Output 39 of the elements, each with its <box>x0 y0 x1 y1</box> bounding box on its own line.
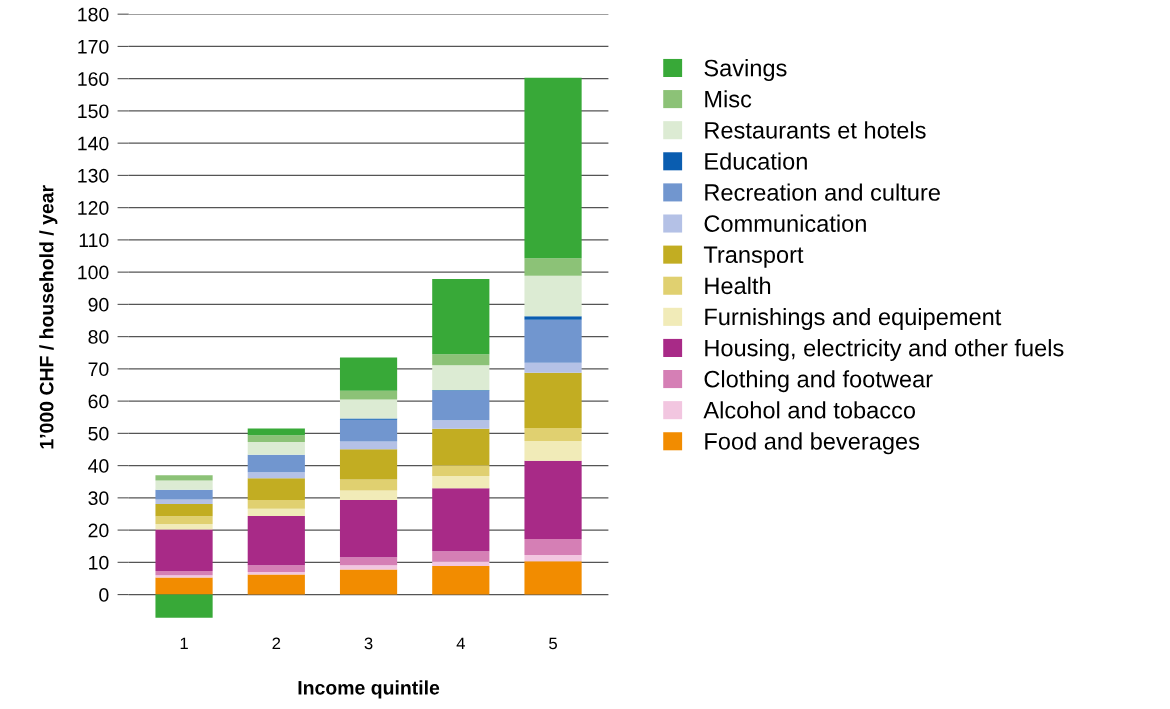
legend-label: Transport <box>703 246 804 268</box>
legend-label: Recreation and culture <box>705 183 940 201</box>
x-tick-label: 2 <box>272 637 281 650</box>
legend-label: Food and beverages <box>705 432 920 455</box>
y-tick-label: 170 <box>78 39 109 54</box>
x-tick-label: 4 <box>456 637 465 650</box>
y-tick-label: 0 <box>99 588 109 602</box>
legend-label: Misc <box>705 90 752 108</box>
y-tick-label: 120 <box>78 201 109 215</box>
y-tick-label: 180 <box>78 7 109 22</box>
legend-label: Communication <box>704 214 866 232</box>
y-axis-title: 1’000 CHF / household / year <box>39 185 58 449</box>
x-tick-label: 1 <box>180 637 188 650</box>
x-tick-label: 5 <box>549 637 557 650</box>
y-tick-label: 60 <box>88 394 109 409</box>
legend-label: Housing, electricity and other fuels <box>705 339 1064 362</box>
y-tick-label: 110 <box>79 233 109 248</box>
y-tick-label: 130 <box>78 168 109 183</box>
y-tick-label: 50 <box>88 426 109 441</box>
y-tick-label: 20 <box>88 523 109 538</box>
y-tick-label: 90 <box>88 297 109 312</box>
y-tick-label: 40 <box>88 459 109 473</box>
y-tick-label: 150 <box>78 104 109 119</box>
y-tick-label: 80 <box>88 330 109 344</box>
y-tick-label: 30 <box>88 491 109 506</box>
legend-label: Health <box>705 276 771 295</box>
legend-label: Alcohol and tobacco <box>703 401 916 419</box>
y-tick-label: 140 <box>78 136 109 151</box>
x-tick-label: 3 <box>364 637 373 650</box>
y-tick-label: 160 <box>78 72 109 86</box>
y-tick-label: 100 <box>78 265 109 280</box>
y-tick-label: 70 <box>88 362 109 377</box>
legend-label: Clothing and footwear <box>704 370 933 393</box>
legend-label: Furnishings and equipement <box>705 307 1002 330</box>
legend-label: Restaurants et hotels <box>705 121 926 139</box>
legend-label: Education <box>705 152 807 170</box>
x-axis-title: Income quintile <box>298 680 440 699</box>
y-tick-label: 10 <box>89 555 109 570</box>
legend-label: Savings <box>704 59 787 82</box>
